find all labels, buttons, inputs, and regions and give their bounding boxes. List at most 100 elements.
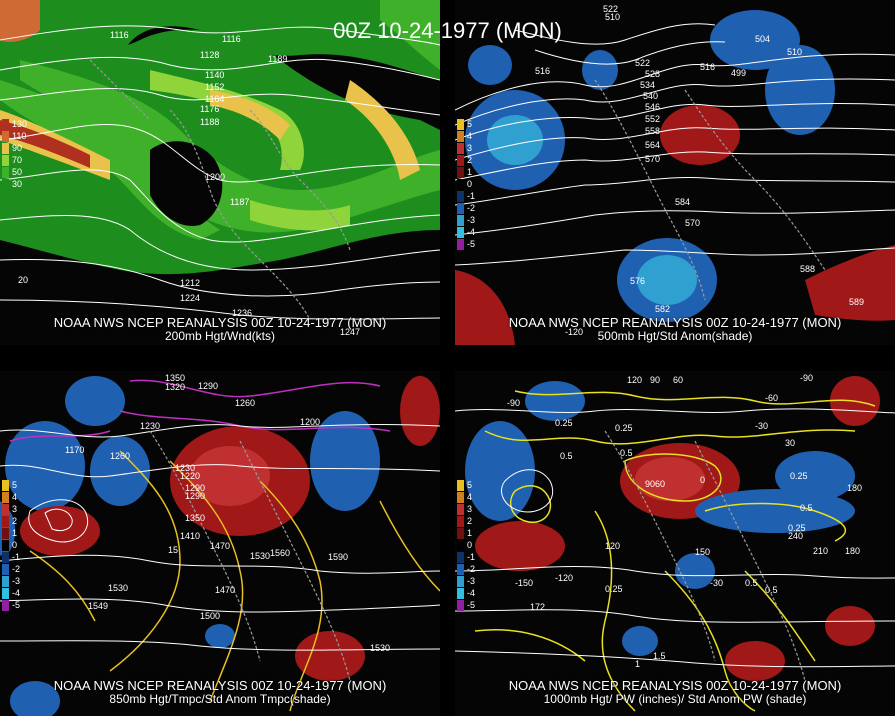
contour-label: 0.25 [790, 471, 808, 481]
legend-value: 2 [467, 516, 473, 526]
legend-entry: -5 [457, 238, 483, 250]
contour-label: -120 [565, 327, 583, 337]
contour-label: 1152 [205, 82, 224, 92]
contour-label: 1290 [185, 483, 205, 493]
legend-entry: 2 [2, 515, 28, 527]
legend-swatch [2, 564, 9, 575]
legend-swatch [457, 143, 464, 154]
panel-200mb: 1116 1116 1128 1140 1152 1164 1176 1188 1200 1212… [0, 0, 440, 345]
legend-swatch [457, 552, 464, 563]
legend-value: 5 [12, 480, 18, 490]
legend-value: 4 [12, 492, 18, 502]
caption-1000mb-line2: 1000mb Hgt/ PW (inches)/ Std Anom PW (sh… [543, 692, 807, 706]
contour-label: 558 [645, 126, 660, 136]
contour-label: 0.25 [555, 418, 573, 428]
contour-label: 0.5 [745, 578, 758, 588]
legend-swatch [2, 480, 9, 491]
contour-label: 552 [645, 114, 660, 124]
legend-swatch [2, 600, 9, 611]
legend-swatch [2, 588, 9, 599]
contour-label: 1128 [200, 50, 219, 60]
legend-swatch [457, 492, 464, 503]
legend-value: 3 [12, 504, 18, 514]
contour-label: 1410 [180, 531, 200, 541]
contour-label: 1470 [210, 541, 230, 551]
contour-label: 522 [603, 4, 618, 14]
caption-850mb-line2: 850mb Hgt/Tmpc/Std Anom Tmpc(shade) [109, 692, 331, 706]
contour-label: 210 [813, 546, 828, 556]
legend-swatch [457, 227, 464, 238]
contour-label: 570 [685, 218, 700, 228]
legend-swatch [2, 504, 9, 515]
contour-label: 522 [635, 58, 650, 68]
legend-swatch [457, 504, 464, 515]
contour-label: 1549 [88, 601, 108, 611]
legend-entry: 0 [2, 539, 28, 551]
map-200mb: 1116 111611281140115211641176118812001212… [0, 0, 440, 345]
contour-label: 510 [605, 12, 620, 22]
legend-entry: 1 [457, 166, 483, 178]
contour-label: 1 [635, 659, 640, 669]
contour-label: 0.5 [800, 503, 813, 513]
legend-swatch [457, 564, 464, 575]
contour-label: 150 [695, 547, 710, 557]
contour-label: 516 [535, 66, 550, 76]
contour-label: 546 [645, 102, 660, 112]
legend-entry: -2 [457, 563, 483, 575]
legend-swatch [457, 576, 464, 587]
contour-label: 1170 [65, 445, 84, 455]
legend-value: 1 [467, 528, 473, 538]
contour-label: 534 [640, 80, 655, 90]
contour-label: 1320 [165, 382, 185, 392]
contour-label: 90 [650, 375, 660, 385]
legend-entry: 5 [2, 479, 28, 491]
legend-value: 2 [12, 516, 18, 526]
contour-label: 1290 [185, 491, 205, 501]
contour-label: 180 [847, 483, 862, 493]
contour-label: 1200 [205, 172, 225, 182]
contour-label: 1260 [110, 451, 130, 461]
contour-label: 20 [18, 275, 28, 285]
legend-swatch [457, 528, 464, 539]
legend-entry: 110 [2, 130, 28, 142]
legend-value: -2 [12, 564, 21, 574]
contour-label: 1530 [370, 643, 390, 653]
legend-value: -3 [467, 215, 476, 225]
legend-entry: -2 [457, 202, 483, 214]
legend-swatch [2, 131, 9, 142]
contour-label: 1290 [198, 381, 218, 391]
legend-swatch [2, 167, 9, 178]
legend-entry: 130 [2, 118, 28, 130]
contour-label: -30 [710, 578, 723, 588]
legend-value: 90 [12, 143, 23, 153]
legend-entry: 4 [457, 491, 483, 503]
contour-label: 1590 [328, 552, 348, 562]
legend-value: -3 [12, 576, 21, 586]
panel-500mb: 522 510 504 516 516 522 528 534 540 546 552 558 564 5… [455, 0, 895, 345]
legend-value: 110 [12, 131, 27, 141]
contour-label: -30 [755, 421, 768, 431]
legend-entry: 5 [457, 479, 483, 491]
legend-entry: 5 [457, 118, 483, 130]
caption-1000mb-line1: NOAA NWS NCEP REANALYSIS 00Z 10-24-1977 … [508, 678, 842, 693]
legend-swatch [457, 588, 464, 599]
contour-label: 1230 [140, 421, 160, 431]
legend-swatch [2, 179, 9, 190]
contour-label: 1164 [205, 94, 224, 104]
contour-label: 30 [785, 438, 795, 448]
panel1-labels: 1116 111611281140115211641176118812001212… [18, 30, 360, 337]
legend-1000mb: 5 4 3 2 1 0 -1 -2 -3 -4 -5 [457, 479, 483, 611]
legend-value: 1 [467, 167, 473, 177]
legend-swatch [2, 155, 9, 166]
contour-label: 1187 [230, 197, 249, 207]
legend-value: 1 [12, 528, 18, 538]
contour-label: 0.5 [560, 451, 573, 461]
legend-value: 70 [12, 155, 23, 165]
contour-label: 1.5 [653, 651, 666, 661]
legend-entry: 4 [457, 130, 483, 142]
legend-entry: -4 [457, 226, 483, 238]
legend-850mb: 5 4 3 2 1 0 -1 -2 -3 -4 -5 [2, 479, 28, 611]
legend-value: 0 [12, 540, 18, 550]
